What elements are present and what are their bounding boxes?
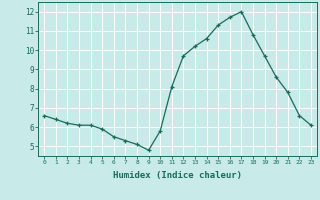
X-axis label: Humidex (Indice chaleur): Humidex (Indice chaleur) — [113, 171, 242, 180]
